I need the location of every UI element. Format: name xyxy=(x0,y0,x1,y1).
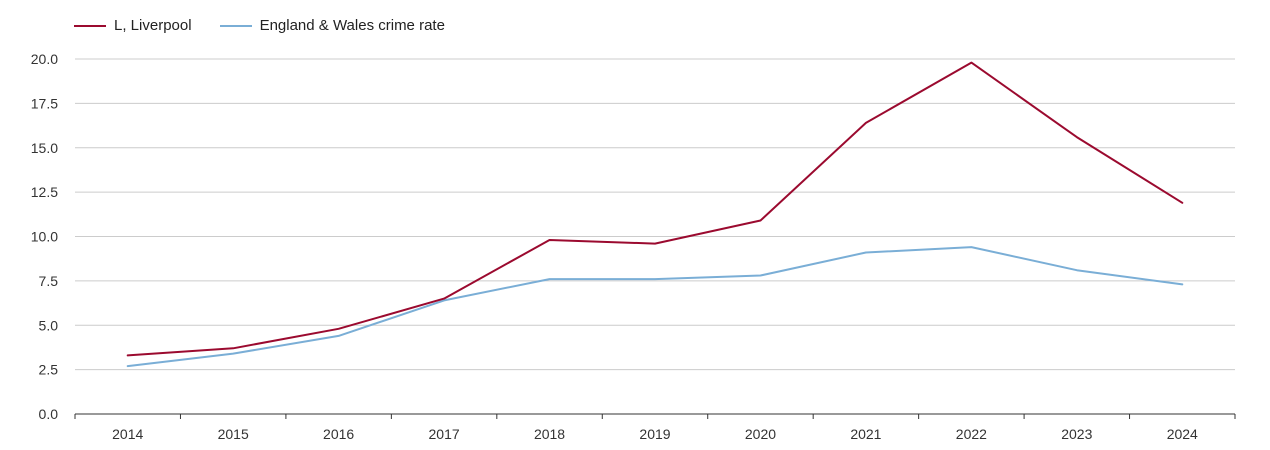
legend-item-england-wales: England & Wales crime rate xyxy=(219,17,445,34)
series-line-liverpool xyxy=(126,61,1184,357)
x-tick-label: 2021 xyxy=(850,426,881,442)
legend-item-liverpool: L, Liverpool xyxy=(74,17,192,34)
legend-label-england-wales: England & Wales crime rate xyxy=(259,17,445,34)
x-tick-label: 2020 xyxy=(745,426,776,442)
x-tick-label: 2019 xyxy=(639,426,670,442)
series-line-england-wales xyxy=(126,246,1184,368)
x-tick-label: 2015 xyxy=(218,426,249,442)
y-tick-label: 10.0 xyxy=(31,229,58,245)
x-tick-label: 2023 xyxy=(1061,426,1092,442)
x-tick-label: 2022 xyxy=(956,426,987,442)
y-tick-label: 7.5 xyxy=(39,273,59,289)
legend: L, Liverpool England & Wales crime rate xyxy=(74,17,473,34)
x-tick-label: 2016 xyxy=(323,426,354,442)
y-tick-label: 17.5 xyxy=(31,95,58,111)
y-tick-label: 20.0 xyxy=(31,51,58,67)
y-tick-label: 5.0 xyxy=(39,317,59,333)
x-tick-label: 2014 xyxy=(112,426,143,442)
y-tick-label: 0.0 xyxy=(39,406,59,422)
legend-swatch-england-wales xyxy=(219,24,252,27)
y-tick-label: 2.5 xyxy=(39,362,59,378)
x-tick-label: 2024 xyxy=(1167,426,1198,442)
x-tick-label: 2018 xyxy=(534,426,565,442)
legend-label-liverpool: L, Liverpool xyxy=(114,17,192,34)
y-tick-label: 15.0 xyxy=(31,140,58,156)
legend-swatch-liverpool xyxy=(74,24,106,27)
y-tick-label: 12.5 xyxy=(31,184,58,200)
x-tick-label: 2017 xyxy=(429,426,460,442)
